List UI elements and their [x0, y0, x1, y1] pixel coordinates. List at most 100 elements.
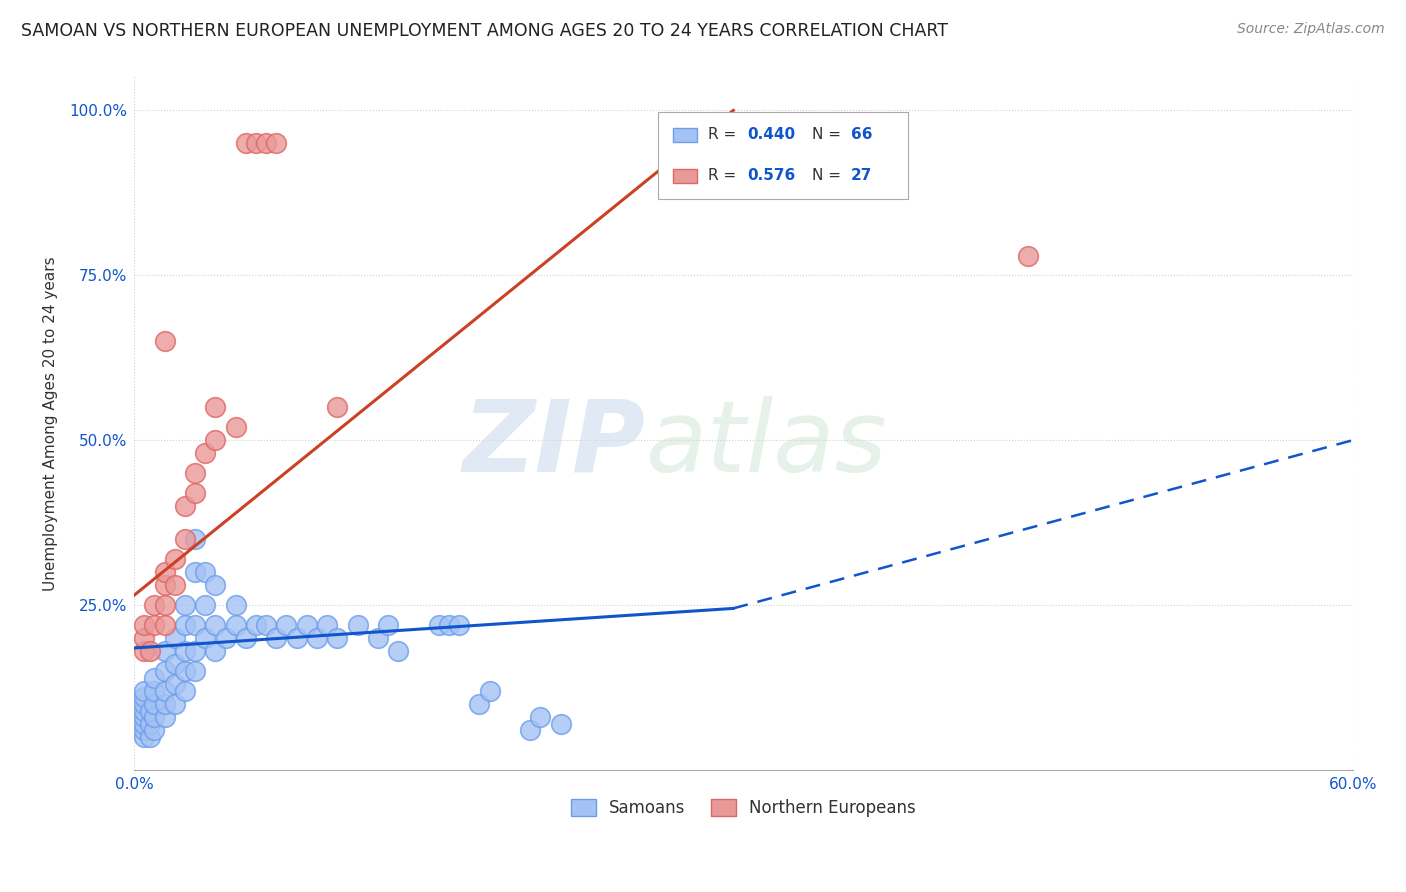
Text: 0.576: 0.576: [747, 169, 796, 183]
Point: [468, 697, 491, 711]
Point: [163, 578, 186, 592]
Point: [194, 446, 217, 460]
Text: 27: 27: [851, 169, 872, 183]
Point: [254, 618, 277, 632]
Text: Source: ZipAtlas.com: Source: ZipAtlas.com: [1237, 22, 1385, 37]
Text: N =: N =: [811, 128, 845, 143]
Point: [204, 578, 226, 592]
Point: [449, 618, 471, 632]
Point: [153, 697, 176, 711]
Point: [134, 618, 156, 632]
Point: [143, 618, 166, 632]
Point: [153, 565, 176, 579]
Point: [134, 690, 156, 705]
Y-axis label: Unemployment Among Ages 20 to 24 years: Unemployment Among Ages 20 to 24 years: [44, 256, 58, 591]
Point: [153, 578, 176, 592]
Point: [174, 664, 197, 678]
Point: [163, 657, 186, 672]
Point: [214, 631, 236, 645]
Point: [326, 401, 349, 415]
Point: [174, 618, 197, 632]
Point: [174, 598, 197, 612]
Point: [143, 710, 166, 724]
Text: 0.440: 0.440: [747, 128, 796, 143]
Point: [305, 631, 328, 645]
Point: [194, 631, 217, 645]
Point: [245, 618, 267, 632]
Point: [163, 677, 186, 691]
Point: [295, 618, 318, 632]
Point: [225, 420, 247, 434]
FancyBboxPatch shape: [672, 169, 697, 183]
Point: [276, 618, 298, 632]
Point: [139, 730, 162, 744]
FancyBboxPatch shape: [658, 112, 908, 199]
Point: [184, 466, 207, 480]
Point: [163, 631, 186, 645]
Point: [143, 683, 166, 698]
Point: [529, 710, 551, 724]
Text: R =: R =: [709, 169, 741, 183]
Point: [367, 631, 389, 645]
Text: SAMOAN VS NORTHERN EUROPEAN UNEMPLOYMENT AMONG AGES 20 TO 24 YEARS CORRELATION C: SAMOAN VS NORTHERN EUROPEAN UNEMPLOYMENT…: [21, 22, 948, 40]
Point: [163, 552, 186, 566]
Point: [427, 618, 450, 632]
Point: [194, 565, 217, 579]
Point: [153, 618, 176, 632]
Point: [1017, 248, 1039, 262]
Point: [139, 704, 162, 718]
Text: N =: N =: [811, 169, 845, 183]
Point: [285, 631, 308, 645]
Point: [153, 334, 176, 349]
Point: [163, 697, 186, 711]
Point: [266, 136, 288, 151]
Point: [134, 644, 156, 658]
Point: [204, 644, 226, 658]
Point: [326, 631, 349, 645]
Point: [184, 618, 207, 632]
Point: [153, 598, 176, 612]
Point: [134, 710, 156, 724]
Point: [134, 697, 156, 711]
Point: [174, 532, 197, 546]
Text: atlas: atlas: [645, 396, 887, 493]
Point: [184, 565, 207, 579]
Point: [143, 697, 166, 711]
Point: [266, 631, 288, 645]
Point: [204, 401, 226, 415]
Point: [245, 136, 267, 151]
Point: [194, 598, 217, 612]
Point: [153, 683, 176, 698]
Point: [174, 683, 197, 698]
Point: [254, 136, 277, 151]
Point: [143, 671, 166, 685]
Point: [174, 644, 197, 658]
Point: [153, 644, 176, 658]
Point: [204, 618, 226, 632]
Point: [184, 664, 207, 678]
Point: [134, 704, 156, 718]
Point: [184, 486, 207, 500]
Point: [519, 723, 541, 738]
Point: [134, 723, 156, 738]
Point: [550, 716, 572, 731]
Point: [143, 723, 166, 738]
Point: [153, 710, 176, 724]
FancyBboxPatch shape: [672, 128, 697, 142]
Point: [139, 644, 162, 658]
Point: [437, 618, 460, 632]
Point: [184, 644, 207, 658]
Legend: Samoans, Northern Europeans: Samoans, Northern Europeans: [564, 792, 922, 824]
Point: [204, 434, 226, 448]
Point: [134, 716, 156, 731]
Point: [316, 618, 339, 632]
Point: [235, 136, 257, 151]
Point: [134, 683, 156, 698]
Point: [225, 598, 247, 612]
Point: [143, 598, 166, 612]
Point: [377, 618, 399, 632]
Point: [134, 730, 156, 744]
Point: [225, 618, 247, 632]
Text: ZIP: ZIP: [463, 396, 645, 493]
Point: [235, 631, 257, 645]
